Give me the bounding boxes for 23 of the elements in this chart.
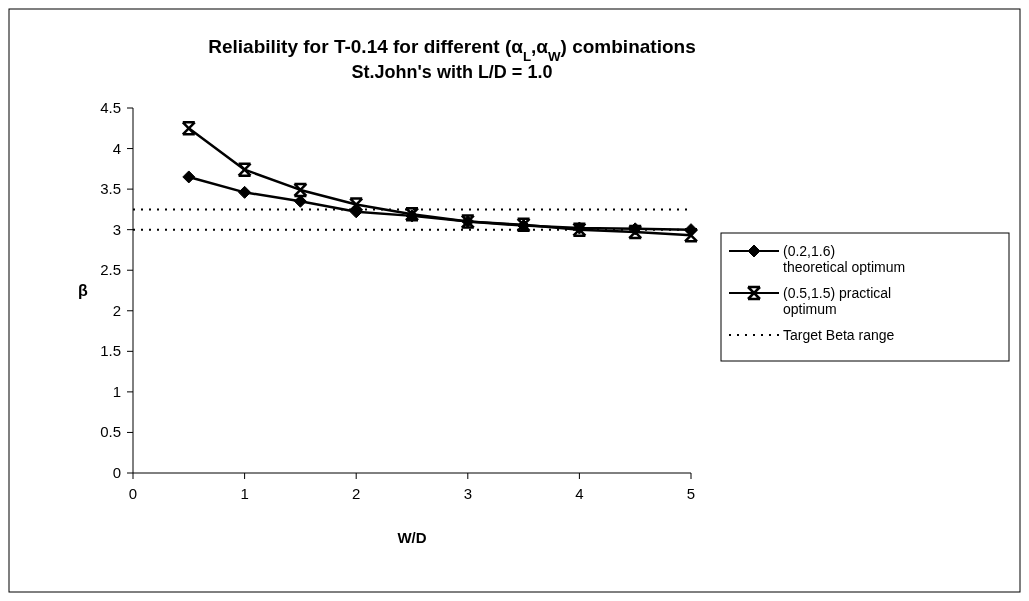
y-tick-label: 0.5 xyxy=(100,423,121,441)
y-tick-label: 2.5 xyxy=(100,261,121,279)
legend-label: (0.2,1.6) theoretical optimum xyxy=(783,243,906,275)
y-tick-label: 3.5 xyxy=(100,180,121,198)
chart-subtitle: St.John's with L/D = 1.0 xyxy=(351,62,553,82)
y-tick-label: 4 xyxy=(112,139,121,157)
legend-label: Target Beta range xyxy=(783,327,895,343)
x-tick-label: 0 xyxy=(128,485,138,502)
y-tick-label: 2 xyxy=(112,301,121,319)
y-tick-label: 1.5 xyxy=(100,342,121,360)
x-tick-label: 3 xyxy=(463,485,472,502)
y-axis-title: β xyxy=(78,281,89,299)
x-tick-label: 1 xyxy=(240,485,249,502)
x-axis-title: W/D xyxy=(397,529,427,546)
x-tick-label: 2 xyxy=(352,485,361,502)
legend-label: (0.5,1.5) practical optimum xyxy=(783,285,892,317)
x-tick-label: 4 xyxy=(575,485,584,502)
chart-title: Reliability for T-0.14 for different (α$_{L}$,α$_{W}$) combinations xyxy=(208,36,696,64)
y-tick-label: 0 xyxy=(112,464,121,481)
y-tick-label: 3 xyxy=(112,220,121,238)
y-tick-label: 1 xyxy=(112,382,121,400)
y-tick-label: 4.5 xyxy=(100,99,121,116)
x-tick-label: 5 xyxy=(686,485,696,502)
